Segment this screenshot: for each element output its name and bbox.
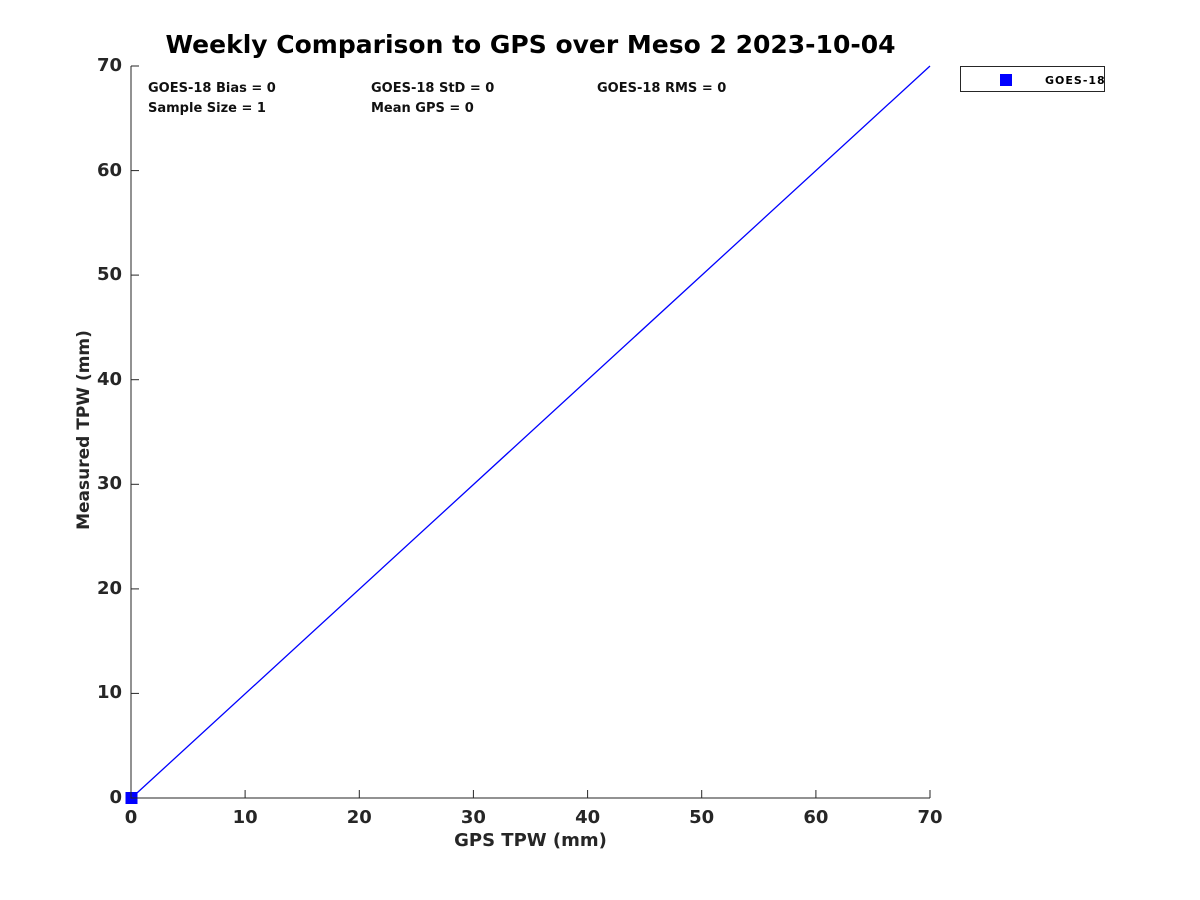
x-tick-label: 20 [346,807,372,828]
x-tick-label: 40 [575,807,601,828]
legend-item-label: GOES-18 [1045,74,1106,87]
x-tick-label: 50 [689,807,715,828]
chart-title: Weekly Comparison to GPS over Meso 2 202… [165,30,896,59]
y-tick-label: 60 [96,160,122,181]
x-axis-ticks [130,790,931,798]
x-tick-label: 70 [917,807,943,828]
stat-rms: GOES-18 RMS = 0 [597,81,727,96]
legend-square-marker-icon [1000,74,1012,86]
y-axis-ticks [131,65,139,799]
y-tick-label: 30 [96,473,122,494]
y-tick-label: 50 [96,264,122,285]
y-tick-label: 20 [96,578,122,599]
stat-sample-size: Sample Size = 1 [148,101,266,116]
x-axis-label: GPS TPW (mm) [454,830,607,851]
x-tick-label: 0 [124,807,138,828]
y-axis-label: Measured TPW (mm) [74,330,94,530]
y-tick-label: 40 [96,369,122,390]
y-tick-label: 0 [109,787,122,808]
stat-mean-gps: Mean GPS = 0 [371,101,474,116]
x-tick-label: 10 [232,807,258,828]
y-tick-label: 70 [96,55,122,76]
stat-bias: GOES-18 Bias = 0 [148,81,276,96]
identity-line [131,65,931,799]
y-tick-label: 10 [96,682,122,703]
x-tick-label: 30 [460,807,486,828]
x-tick-label: 60 [803,807,829,828]
stat-std: GOES-18 StD = 0 [371,81,495,96]
legend-box: GOES-18 [960,66,1105,92]
